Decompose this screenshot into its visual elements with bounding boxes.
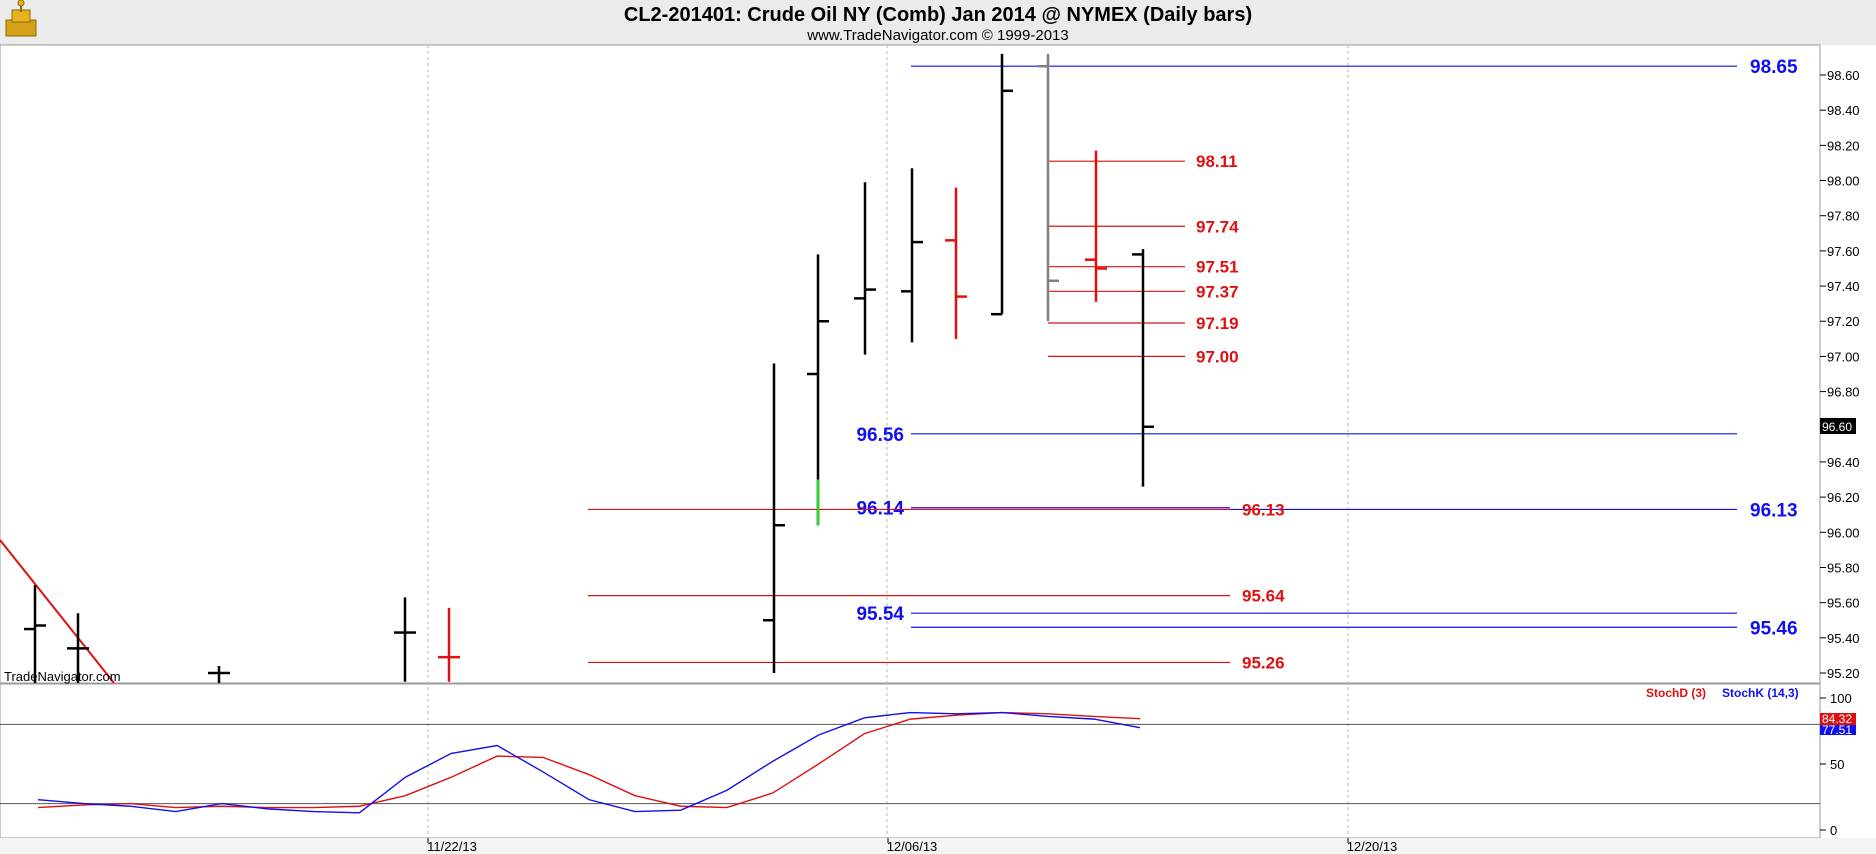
ohlc-bar-10 [991, 53, 1013, 316]
stoch-d-line [37, 711, 1141, 809]
stoch-k-tag [1820, 725, 1856, 735]
logo-icon [5, 0, 37, 37]
price-tick-label: 98.00 [1827, 174, 1860, 189]
red-level-label: 95.26 [1242, 653, 1285, 672]
date-axis-ticks: 11/22/13 12/06/13 12/20/13 [427, 838, 1397, 854]
blue-level-label: 95.54 [856, 604, 904, 625]
trend-line [0, 539, 115, 684]
oscillator-panel [0, 683, 1821, 839]
price-tick-label: 97.00 [1827, 349, 1860, 364]
blue-level-label: 98.65 [1750, 57, 1798, 78]
price-tick-label: 96.20 [1827, 490, 1860, 505]
price-bars [24, 53, 1154, 683]
price-panel [0, 44, 1821, 684]
red-level-label: 97.00 [1196, 347, 1239, 366]
price-tick-label: 98.20 [1827, 138, 1860, 153]
date-tick-label: 11/22/13 [427, 839, 477, 854]
red-level-label: 95.64 [1242, 587, 1285, 606]
price-tick-label: 96.80 [1827, 385, 1860, 400]
watermark: TradeNavigator.com [4, 669, 121, 684]
date-axis [0, 838, 1876, 854]
price-tick-label: 97.20 [1827, 314, 1860, 329]
stoch-tick-label: 0 [1830, 823, 1837, 838]
right-axis [1820, 45, 1876, 838]
ohlc-bar-6 [807, 254, 829, 526]
vertical-gridlines [427, 45, 1349, 838]
red-level-label: 97.74 [1196, 217, 1239, 236]
ohlc-bar-1 [67, 613, 89, 683]
ohlc-bar-8 [901, 168, 923, 343]
ohlc-bar-2 [208, 665, 230, 683]
red-level-label: 97.19 [1196, 314, 1239, 333]
stoch-tick-label: 100 [1830, 691, 1852, 706]
ohlc-bar-3 [394, 597, 416, 682]
ohlc-bar-9 [945, 187, 967, 339]
blue-level-label: 96.13 [1750, 500, 1798, 521]
ohlc-bar-12 [1085, 150, 1107, 302]
blue-level-label: 95.46 [1750, 618, 1798, 639]
stoch-k-line [37, 711, 1141, 814]
chart-subtitle: www.TradeNavigator.com © 1999-2013 [806, 27, 1068, 44]
stoch-k-legend: StochK (14,3) [1722, 686, 1799, 700]
price-tick-label: 98.40 [1827, 103, 1860, 118]
last-price-tag [1820, 418, 1856, 434]
ohlc-bar-0 [24, 585, 46, 683]
price-tick-label: 95.40 [1827, 631, 1860, 646]
price-tick-label: 98.60 [1827, 68, 1860, 83]
ohlc-bar-13 [1132, 249, 1154, 487]
red-level-label: 97.37 [1196, 282, 1239, 301]
price-tick-label: 96.40 [1827, 455, 1860, 470]
ohlc-bar-4 [438, 607, 460, 682]
date-tick-label: 12/20/13 [1347, 839, 1398, 854]
chart-title: CL2-201401: Crude Oil NY (Comb) Jan 2014… [624, 4, 1252, 26]
date-tick-label: 12/06/13 [887, 839, 938, 854]
price-tick-label: 95.20 [1827, 666, 1860, 681]
ohlc-bar-7 [854, 182, 876, 355]
red-level-label: 98.11 [1196, 152, 1238, 171]
blue-level-label: 96.56 [856, 425, 904, 446]
last-price-label: 96.60 [1822, 420, 1852, 434]
stoch-k-tag-label: 77.51 [1822, 723, 1852, 737]
red-level-label: 96.13 [1242, 500, 1285, 519]
price-tick-label: 95.60 [1827, 596, 1860, 611]
price-tick-label: 95.80 [1827, 560, 1860, 575]
ohlc-bar-11 [1037, 53, 1059, 322]
stoch-d-tag-label: 84.32 [1822, 712, 1852, 726]
stoch-d-legend: StochD (3) [1646, 686, 1706, 700]
red-level-label: 97.51 [1196, 258, 1239, 277]
stoch-tick-label: 50 [1830, 757, 1844, 772]
price-tick-label: 97.60 [1827, 244, 1860, 259]
price-tick-label: 97.40 [1827, 279, 1860, 294]
price-tick-label: 96.00 [1827, 525, 1860, 540]
ohlc-bar-5 [763, 363, 785, 673]
price-tick-label: 97.80 [1827, 209, 1860, 224]
header-band [0, 0, 1876, 45]
price-axis-ticks: 98.60 98.40 98.20 98.00 97.80 97.60 97.40 97.20… [1820, 68, 1860, 681]
stoch-d-tag [1820, 713, 1856, 725]
